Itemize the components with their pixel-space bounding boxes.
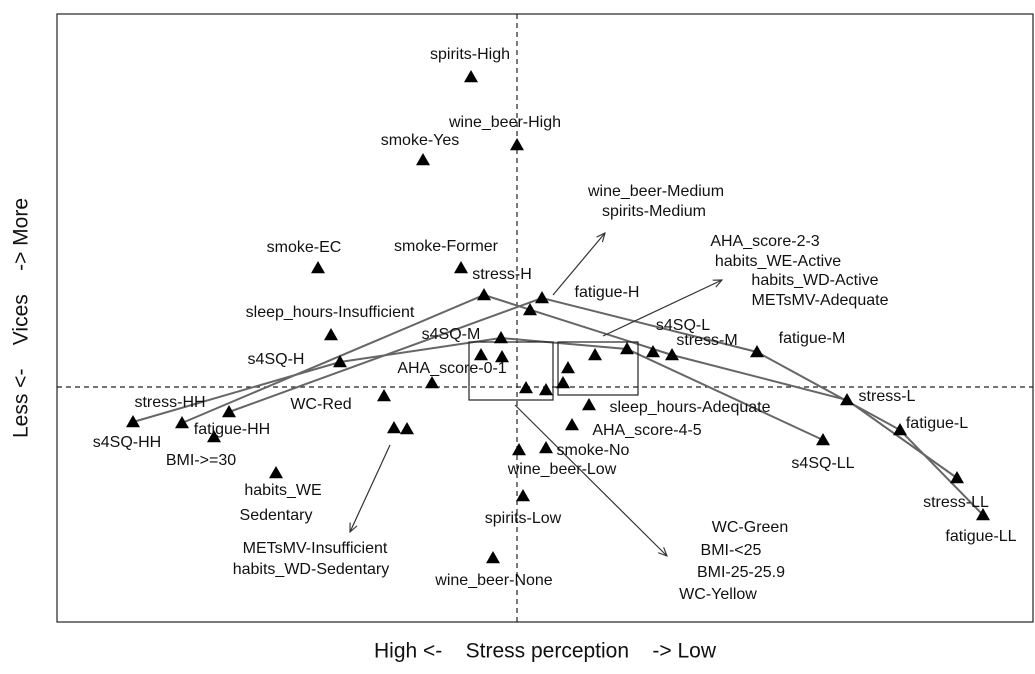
point-label: WC-Green	[712, 519, 788, 536]
point	[539, 383, 553, 396]
point	[495, 350, 509, 363]
point	[400, 422, 414, 435]
point	[207, 430, 221, 443]
point	[311, 261, 325, 274]
point-label: wine_beer-None	[434, 572, 553, 589]
point-label: BMI-<25	[701, 542, 762, 559]
point-label: wine_beer-Low	[507, 461, 617, 478]
highlight-box	[468, 341, 554, 401]
arrow	[350, 444, 391, 532]
point-label: BMI->=30	[166, 452, 236, 469]
point-label: AHA_score-2-3	[710, 233, 819, 250]
point	[175, 416, 189, 429]
point-label: habits_WD-Active	[751, 272, 878, 289]
point	[976, 508, 990, 521]
point-label: stress-L	[859, 388, 916, 405]
point-label: wine_beer-Medium	[587, 183, 724, 200]
point	[620, 342, 634, 355]
y-axis-label: Less <- Vices -> More	[10, 198, 33, 438]
point-label: fatigue-H	[575, 284, 640, 301]
point	[950, 471, 964, 484]
point-label: habits_WE-Active	[715, 253, 841, 270]
point	[222, 405, 236, 418]
point-label: AHA_score-0-1	[397, 360, 506, 377]
point-label: WC-Yellow	[679, 586, 757, 603]
point	[269, 466, 283, 479]
point	[565, 418, 579, 431]
arrow	[602, 280, 722, 337]
point	[561, 361, 575, 374]
point-label: smoke-Former	[394, 238, 499, 255]
point	[512, 443, 526, 456]
point	[816, 433, 830, 446]
point-label: stress-HH	[134, 394, 205, 411]
point	[535, 291, 549, 304]
arrow	[552, 233, 605, 296]
point-label: stress-LL	[923, 494, 989, 511]
point	[523, 303, 537, 316]
highlight-box	[557, 341, 639, 396]
point-label: smoke-EC	[267, 239, 342, 256]
point	[582, 398, 596, 411]
point-label: sleep_hours-Insufficient	[246, 304, 415, 321]
point-label: smoke-No	[557, 442, 630, 459]
point-label: s4SQ-L	[656, 317, 710, 334]
point-label: WC-Red	[290, 396, 351, 413]
point	[665, 348, 679, 361]
point-label: habits_WD-Sedentary	[233, 561, 390, 578]
point	[477, 288, 491, 301]
point-label: s4SQ-M	[422, 326, 481, 343]
point	[474, 348, 488, 361]
point	[646, 345, 660, 358]
point-label: sleep_hours-Adequate	[609, 399, 770, 416]
point	[510, 138, 524, 151]
point	[387, 421, 401, 434]
point	[893, 423, 907, 436]
point	[333, 355, 347, 368]
point-label: wine_beer-High	[448, 114, 561, 131]
point-label: spirits-High	[430, 46, 510, 63]
point-label: BMI-25-25.9	[697, 564, 785, 581]
point	[454, 261, 468, 274]
point	[556, 376, 570, 389]
point	[377, 389, 391, 402]
point	[588, 348, 602, 361]
point	[464, 70, 478, 83]
point	[539, 441, 553, 454]
x-axis-label: High <- Stress perception -> Low	[374, 640, 717, 663]
point-label: fatigue-LL	[945, 528, 1016, 545]
point	[425, 376, 439, 389]
point	[494, 331, 508, 344]
point-label: smoke-Yes	[381, 132, 460, 149]
point-label: s4SQ-H	[248, 351, 305, 368]
point-label: fatigue-L	[906, 415, 968, 432]
point	[486, 551, 500, 564]
arrow	[514, 404, 667, 556]
point-label: stress-H	[472, 266, 532, 283]
point	[416, 153, 430, 166]
point	[516, 489, 530, 502]
point-label: stress-M	[676, 332, 737, 349]
point-label: habits_WE	[244, 482, 321, 499]
point-label: s4SQ-LL	[791, 455, 854, 472]
point	[519, 381, 533, 394]
point	[324, 328, 338, 341]
point-label: spirits-Medium	[602, 203, 706, 220]
point-label: METsMV-Adequate	[752, 292, 889, 309]
point	[750, 345, 764, 358]
point-label: AHA_score-4-5	[592, 422, 701, 439]
point-label: fatigue-M	[779, 330, 846, 347]
plot-frame	[56, 13, 1034, 623]
point	[126, 415, 140, 428]
point-label: METsMV-Insufficient	[243, 540, 388, 557]
point	[840, 393, 854, 406]
point-label: fatigue-HH	[194, 421, 270, 438]
point-label: spirits-Low	[485, 510, 562, 527]
point-label: s4SQ-HH	[93, 434, 161, 451]
point-label: Sedentary	[240, 507, 313, 524]
